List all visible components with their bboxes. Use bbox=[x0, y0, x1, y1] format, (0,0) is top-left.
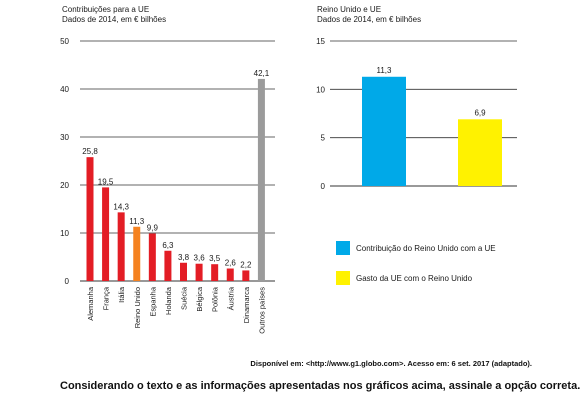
chart1-value-label: 9,9 bbox=[147, 223, 159, 232]
chart2-y-tick-label: 0 bbox=[321, 182, 326, 191]
source-citation: Disponível em: <http://www.g1.globo.com>… bbox=[250, 359, 532, 368]
chart1-y-tick-label: 50 bbox=[60, 37, 69, 46]
legend-swatch bbox=[336, 271, 350, 285]
chart1-bar bbox=[164, 250, 172, 281]
chart1-bar bbox=[195, 263, 203, 281]
chart1-bar bbox=[133, 226, 141, 281]
chart1-category-label: Suécia bbox=[180, 286, 189, 310]
chart2-subtitle: Dados de 2014, em € bilhões bbox=[317, 15, 421, 24]
chart1-category-label: Itália bbox=[117, 286, 126, 303]
chart1-category-label: Reino Unido bbox=[133, 287, 142, 328]
chart1-value-label: 3,6 bbox=[194, 254, 206, 263]
chart1-category-label: Áustria bbox=[226, 286, 235, 310]
chart1-category-label: Alemanha bbox=[86, 286, 95, 321]
legend-swatch bbox=[336, 241, 350, 255]
chart1-bar bbox=[102, 187, 110, 281]
chart2-value-label: 6,9 bbox=[474, 108, 486, 117]
chart2-legend: Contribuição do Reino Unido com a UE Gast… bbox=[336, 241, 496, 285]
chart1-bar bbox=[242, 270, 250, 281]
chart1-category-label: França bbox=[102, 286, 111, 310]
chart1-value-label: 6,3 bbox=[162, 241, 174, 250]
chart1-category-labels: Alemanha França Itália Reino Unido Espanha Ho… bbox=[86, 286, 266, 334]
chart1-value-label: 2,6 bbox=[225, 259, 237, 268]
chart1-value-label: 42,1 bbox=[254, 69, 270, 78]
chart1-y-tick-label: 0 bbox=[65, 277, 70, 286]
chart1-bar bbox=[226, 268, 234, 281]
chart1-bar bbox=[180, 262, 187, 281]
chart1-category-label: Outros países bbox=[257, 287, 266, 334]
chart1-bar bbox=[148, 233, 156, 281]
question-text: Considerando o texto e as informações ap… bbox=[60, 380, 581, 392]
uk-eu-chart: Reino Unido e UE Dados de 2014, em € bil… bbox=[316, 5, 517, 285]
chart1-value-label: 14,3 bbox=[113, 202, 129, 211]
chart1-y-tick-labels: 0 10 20 30 40 50 bbox=[60, 37, 69, 286]
chart2-y-tick-label: 10 bbox=[316, 85, 325, 94]
chart1-bar bbox=[117, 212, 125, 281]
chart1-y-tick-label: 10 bbox=[60, 229, 69, 238]
chart2-y-tick-label: 15 bbox=[316, 37, 325, 46]
chart1-bar bbox=[211, 264, 219, 281]
chart2-title: Reino Unido e UE bbox=[317, 5, 381, 14]
chart1-value-label: 3,8 bbox=[178, 253, 190, 262]
chart1-value-labels: 25,8 19,5 14,311,39,96,3 3,8 3,6 3,5 2,6 2,2 42,… bbox=[82, 69, 270, 270]
chart2-y-tick-labels: 0 5 10 15 bbox=[316, 37, 325, 191]
chart1-category-label: Dinamarca bbox=[242, 286, 251, 323]
chart2-value-label: 11,3 bbox=[377, 66, 393, 75]
chart1-y-tick-label: 40 bbox=[60, 85, 69, 94]
chart2-bar bbox=[362, 76, 406, 186]
chart1-bar bbox=[86, 157, 94, 281]
eu-contributions-chart: Contribuições para a UE Dados de 2014, e… bbox=[60, 5, 275, 334]
chart1-category-label: Espanha bbox=[148, 286, 157, 316]
chart1-value-label: 11,3 bbox=[129, 217, 145, 226]
chart1-gridlines bbox=[80, 40, 275, 282]
chart1-title: Contribuições para a UE bbox=[62, 5, 149, 14]
chart1-category-label: Holanda bbox=[164, 286, 173, 315]
chart1-y-tick-label: 20 bbox=[60, 181, 69, 190]
legend-label: Contribuição do Reino Unido com a UE bbox=[356, 244, 496, 253]
chart1-value-label: 25,8 bbox=[82, 147, 98, 156]
chart1-bars bbox=[86, 78, 265, 281]
chart1-category-label: Bélgica bbox=[195, 286, 204, 311]
chart1-subtitle: Dados de 2014, em € bilhões bbox=[62, 15, 166, 24]
chart2-bar bbox=[458, 119, 502, 186]
chart1-y-tick-label: 30 bbox=[60, 133, 69, 142]
chart2-y-tick-label: 5 bbox=[321, 134, 326, 143]
chart2-value-labels: 11,3 6,9 bbox=[377, 66, 487, 118]
chart1-bar bbox=[257, 78, 265, 281]
chart1-value-label: 3,5 bbox=[209, 254, 221, 263]
legend-label: Gasto da UE com o Reino Unido bbox=[356, 274, 473, 283]
chart1-category-label: Polônia bbox=[211, 286, 220, 312]
chart2-bars bbox=[362, 76, 502, 186]
chart1-value-label: 2,2 bbox=[240, 260, 252, 269]
chart1-value-label: 19,5 bbox=[98, 177, 114, 186]
